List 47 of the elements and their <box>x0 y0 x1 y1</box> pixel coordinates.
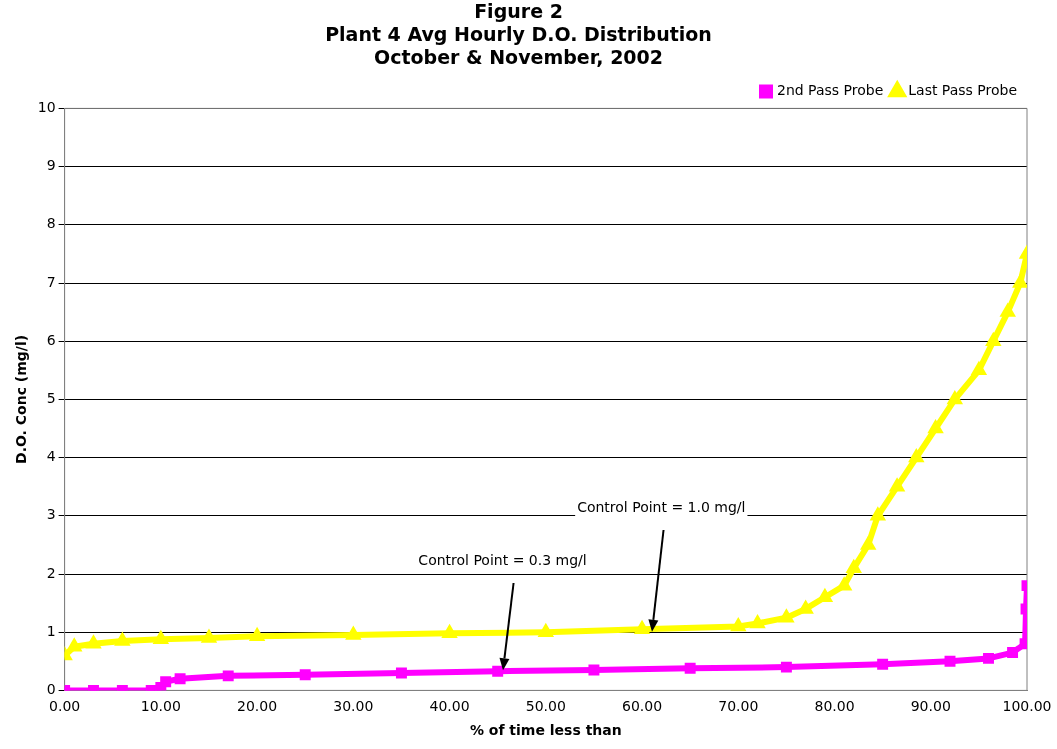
annotation: Control Point = 0.3 mg/l <box>418 551 587 568</box>
y-tick-label: 6 <box>46 331 56 348</box>
x-tick-label: 50.00 <box>525 698 566 715</box>
legend-label: 2nd Pass Probe <box>776 82 884 99</box>
x-tick-label: 70.00 <box>718 698 759 715</box>
point <box>160 676 172 688</box>
y-axis-title: D.O. Conc (mg/l) <box>13 334 30 464</box>
x-tick-label: 10.00 <box>140 698 181 715</box>
point <box>749 614 766 629</box>
point <box>927 419 944 434</box>
point <box>395 667 407 679</box>
legend-label: Last Pass Probe <box>908 82 1018 99</box>
y-tick-label: 10 <box>37 99 56 116</box>
x-tick-label: 40.00 <box>429 698 470 715</box>
point <box>730 617 747 632</box>
y-tick-label: 1 <box>46 622 56 639</box>
y-tick-label: 3 <box>46 506 56 523</box>
point <box>299 669 311 681</box>
point <box>588 664 600 676</box>
y-tick-label: 7 <box>46 273 56 290</box>
point <box>946 390 963 405</box>
x-tick-label: 30.00 <box>333 698 374 715</box>
y-tick-label: 4 <box>46 448 56 465</box>
x-tick-label: 100.00 <box>1002 698 1052 715</box>
point <box>877 658 889 670</box>
point <box>1007 647 1019 659</box>
point <box>780 661 792 673</box>
x-tick-label: 0.00 <box>49 698 81 715</box>
point <box>684 662 696 674</box>
x-tick-label: 80.00 <box>814 698 855 715</box>
chart-title: Figure 2 Plant 4 Avg Hourly D.O. Distribution October & November, 2002 <box>325 0 712 68</box>
annotation: Control Point = 1.0 mg/l <box>577 499 746 516</box>
x-tick-label: 90.00 <box>910 698 951 715</box>
y-tick-label: 2 <box>46 564 56 581</box>
y-tick-label: 0 <box>46 681 56 698</box>
x-tick-label: 60.00 <box>622 698 663 715</box>
x-tick-label: 20.00 <box>237 698 278 715</box>
point <box>492 665 504 677</box>
point <box>222 670 234 682</box>
x-axis-title: % of time less than <box>469 722 622 739</box>
y-tick-label: 5 <box>46 390 56 407</box>
y-tick-label: 8 <box>46 215 56 232</box>
point <box>983 652 994 664</box>
point <box>174 673 186 685</box>
point <box>155 682 167 691</box>
point <box>944 655 956 667</box>
y-tick-label: 9 <box>46 157 56 174</box>
